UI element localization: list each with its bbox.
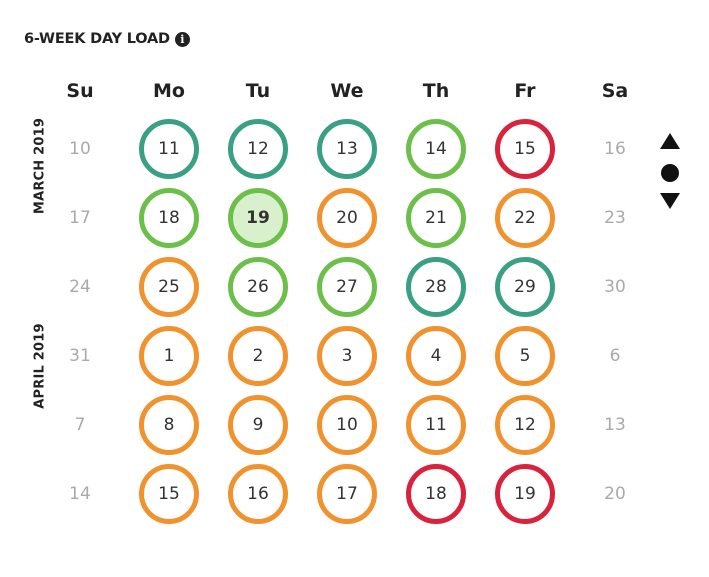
weekend-day: 24 xyxy=(69,277,91,297)
day-cell[interactable]: 21 xyxy=(406,188,466,248)
weekend-day: 16 xyxy=(604,139,626,159)
weekday-header: We xyxy=(330,80,364,102)
day-cell[interactable]: 28 xyxy=(406,257,466,317)
month-label-april: APRIL 2019 xyxy=(32,323,48,409)
day-cell[interactable]: 26 xyxy=(228,257,288,317)
weekend-day: 7 xyxy=(74,415,86,435)
widget-title: 6-WEEK DAY LOAD xyxy=(24,31,170,47)
day-cell[interactable]: 15 xyxy=(139,464,199,524)
weekend-day: 14 xyxy=(69,484,91,504)
day-cell[interactable]: 13 xyxy=(317,119,377,179)
info-circle-icon[interactable]: i xyxy=(174,31,190,47)
weekday-header: Th xyxy=(422,80,450,102)
weekend-day: 30 xyxy=(604,277,626,297)
day-cell[interactable]: 1 xyxy=(139,326,199,386)
weekend-day: 13 xyxy=(604,415,626,435)
day-cell[interactable]: 19 xyxy=(495,464,555,524)
weekday-header: Mo xyxy=(153,80,185,102)
day-cell[interactable]: 17 xyxy=(317,464,377,524)
day-cell[interactable]: 15 xyxy=(495,119,555,179)
weekend-day: 6 xyxy=(609,346,621,366)
day-cell[interactable]: 2 xyxy=(228,326,288,386)
day-cell[interactable]: 3 xyxy=(317,326,377,386)
day-cell[interactable]: 20 xyxy=(317,188,377,248)
day-cell[interactable]: 27 xyxy=(317,257,377,317)
day-cell[interactable]: 25 xyxy=(139,257,199,317)
day-cell[interactable]: 29 xyxy=(495,257,555,317)
day-cell[interactable]: 12 xyxy=(495,395,555,455)
day-cell[interactable]: 5 xyxy=(495,326,555,386)
day-cell[interactable]: 4 xyxy=(406,326,466,386)
day-cell[interactable]: 8 xyxy=(139,395,199,455)
day-cell[interactable]: 14 xyxy=(406,119,466,179)
triangle-down-icon[interactable] xyxy=(660,193,680,209)
weekday-header: Sa xyxy=(601,80,629,102)
weekend-day: 31 xyxy=(69,346,91,366)
weekday-header: Fr xyxy=(514,80,536,102)
weekend-day: 23 xyxy=(604,208,626,228)
weekday-header: Su xyxy=(66,80,94,102)
circle-dot-icon[interactable] xyxy=(661,164,679,182)
day-cell[interactable]: 16 xyxy=(228,464,288,524)
weekend-day: 10 xyxy=(69,139,91,159)
weekday-header: Tu xyxy=(245,80,271,102)
day-cell-today[interactable]: 19 xyxy=(228,188,288,248)
widget-header: 6-WEEK DAY LOAD i xyxy=(24,28,190,50)
weekend-day: 17 xyxy=(69,208,91,228)
triangle-up-icon[interactable] xyxy=(660,133,680,149)
day-cell[interactable]: 12 xyxy=(228,119,288,179)
day-cell[interactable]: 10 xyxy=(317,395,377,455)
month-label-march: MARCH 2019 xyxy=(32,117,48,215)
day-cell[interactable]: 11 xyxy=(406,395,466,455)
day-cell[interactable]: 9 xyxy=(228,395,288,455)
day-cell[interactable]: 22 xyxy=(495,188,555,248)
day-cell[interactable]: 18 xyxy=(406,464,466,524)
day-cell[interactable]: 18 xyxy=(139,188,199,248)
day-cell[interactable]: 11 xyxy=(139,119,199,179)
weekend-day: 20 xyxy=(604,484,626,504)
